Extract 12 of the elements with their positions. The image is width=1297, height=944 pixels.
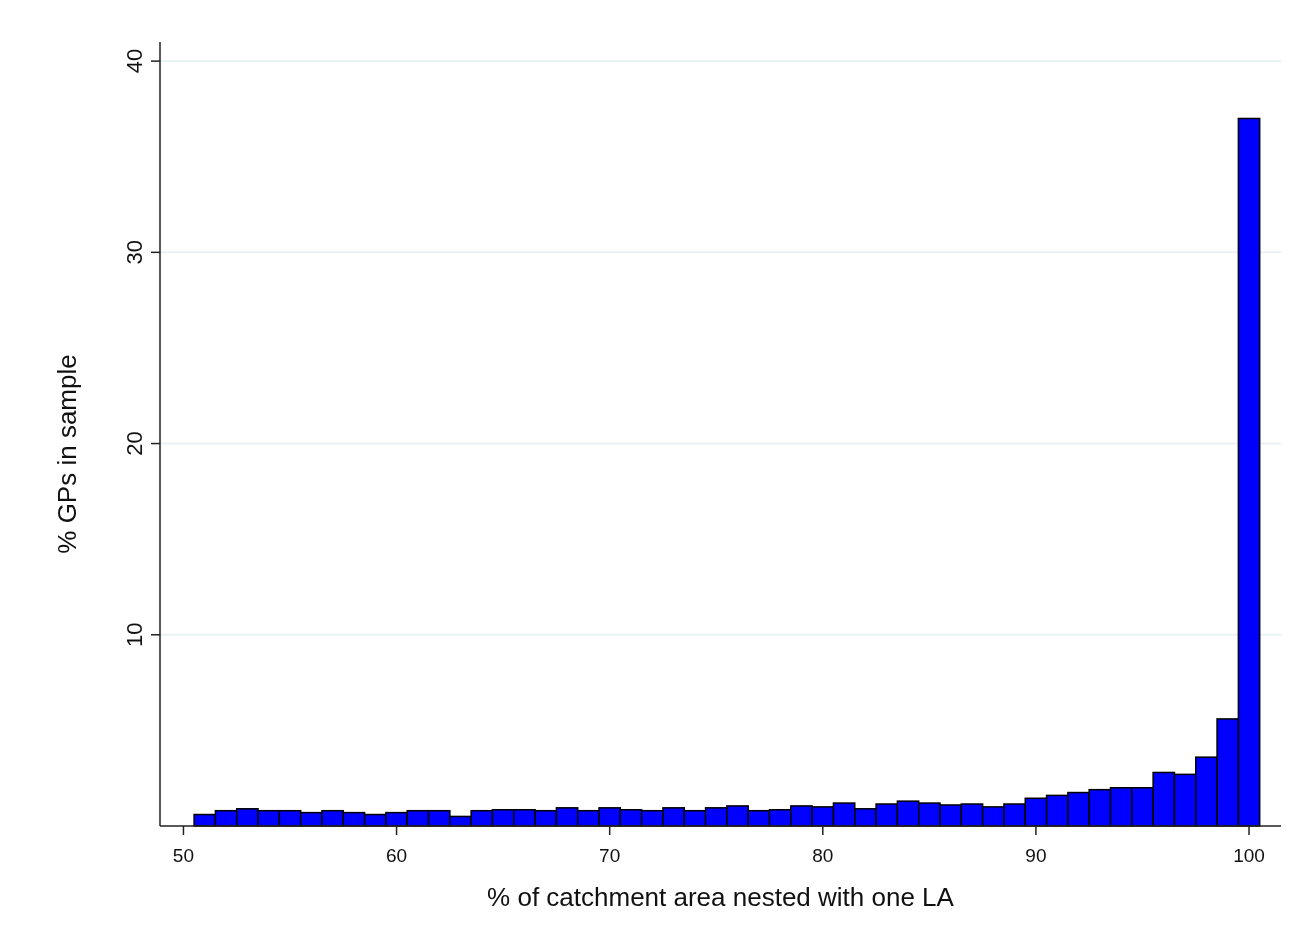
x-tick-label: 70 xyxy=(599,845,621,866)
x-tick-label: 90 xyxy=(1025,845,1047,866)
x-axis-title: % of catchment area nested with one LA xyxy=(487,882,955,912)
y-tick-label: 30 xyxy=(122,240,147,265)
x-tick-label: 80 xyxy=(812,845,834,866)
x-tick-label: 100 xyxy=(1233,845,1265,866)
y-tick-label: 20 xyxy=(122,431,147,456)
x-tick-label: 50 xyxy=(172,845,195,866)
y-tick-label: 10 xyxy=(122,622,147,648)
y-axis-title: % GPs in sample xyxy=(52,354,82,554)
y-tick-label: 40 xyxy=(122,48,147,74)
x-tick-label: 60 xyxy=(385,845,408,866)
